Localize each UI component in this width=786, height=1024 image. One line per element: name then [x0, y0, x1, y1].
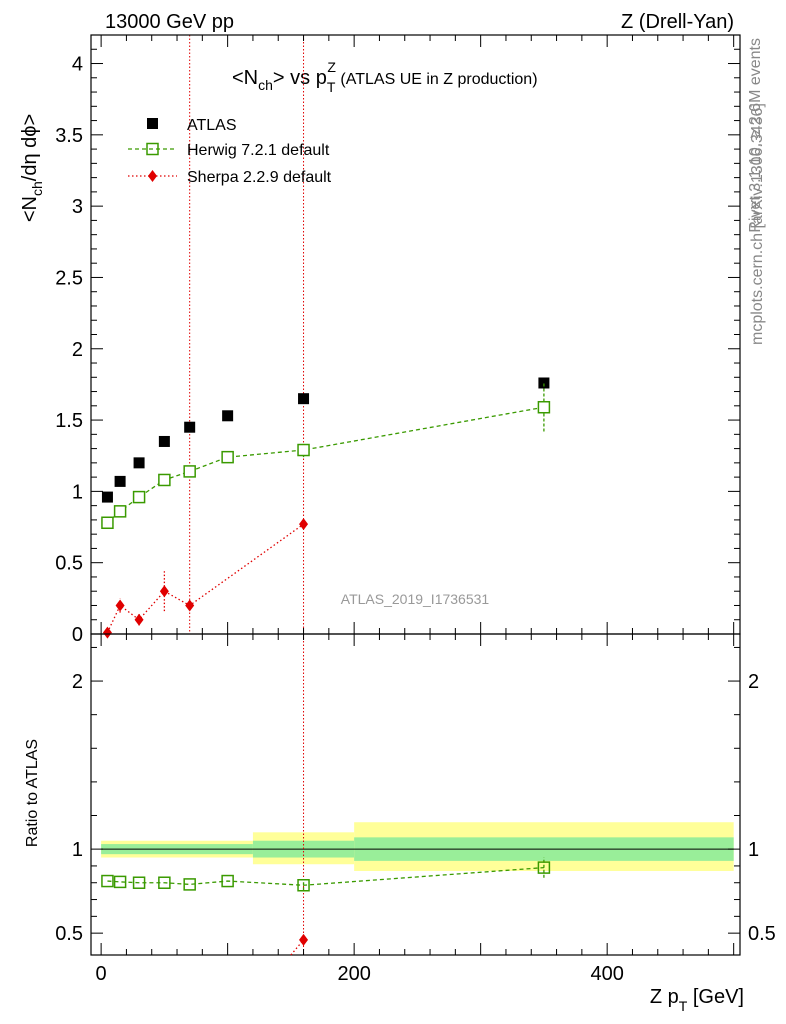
atlas-data-point — [133, 457, 145, 469]
herwig-point — [132, 490, 146, 504]
ratio-herwig-point — [537, 861, 551, 874]
legend: ATLAS Herwig 7.2.1 default Sherpa 2.2.9 … — [128, 117, 332, 186]
herwig-point — [183, 465, 196, 478]
ratio-ytick-label-left: 0.5 — [55, 923, 83, 945]
atlas-data-point — [114, 475, 126, 487]
main-ytick-label: 2.5 — [55, 267, 83, 289]
header-right: Z (Drell-Yan) — [621, 11, 734, 33]
ratio-herwig-point — [221, 874, 234, 888]
ratio-herwig-point — [183, 878, 196, 891]
chart-title: <Nch> vs pTZ (ATLAS UE in Z production) — [232, 59, 538, 95]
herwig-line — [107, 406, 545, 524]
sherpa-point — [185, 599, 195, 612]
legend-marker-sherpa — [148, 170, 157, 182]
legend-label-herwig: Herwig 7.2.1 default — [187, 142, 330, 159]
legend-label-sherpa: Sherpa 2.2.9 default — [187, 169, 332, 186]
bottom-y-axis-label: Ratio to ATLAS — [24, 739, 41, 847]
atlas-data-point — [538, 377, 550, 389]
ratio-xtick-label: 400 — [590, 963, 623, 985]
ratio-herwig-line — [107, 866, 544, 886]
legend-label-atlas: ATLAS — [187, 117, 237, 134]
main-ytick-label: 4 — [72, 54, 83, 76]
main-ytick-label: 0 — [72, 624, 83, 646]
ratio-panel: 0 200 400 0.5 0.5 1 1 2 2 — [55, 633, 776, 985]
sherpa-point — [102, 626, 112, 639]
herwig-point — [221, 450, 234, 464]
main-ytick-label: 1.5 — [55, 410, 83, 432]
atlas-data-point — [101, 491, 113, 503]
top-y-axis-label: <Nch/dη dϕ> — [19, 114, 45, 222]
atlas-data-point — [222, 410, 234, 422]
ratio-herwig-point — [113, 875, 127, 889]
ratio-frame — [90, 633, 741, 956]
atlas-data-point — [298, 393, 310, 405]
ratio-ytick-label-left: 2 — [72, 671, 83, 693]
ratio-herwig-point — [158, 876, 171, 889]
main-ytick-label: 3 — [72, 196, 83, 218]
mcplots-label: mcplots.cern.ch [arXiv:1306.3436] — [749, 103, 766, 345]
sherpa-point — [134, 613, 144, 626]
herwig-point — [113, 505, 127, 518]
ratio-sherpa-point — [299, 933, 309, 946]
herwig-point — [537, 400, 551, 414]
sherpa-line — [106, 523, 304, 633]
herwig-point — [101, 516, 114, 530]
ratio-ytick-label-right: 2 — [748, 671, 759, 693]
sherpa-point — [115, 599, 125, 612]
ratio-ytick-label-left: 1 — [72, 839, 83, 861]
main-ytick-label: 3.5 — [55, 125, 83, 147]
main-ytick-label: 1 — [72, 481, 83, 503]
ratio-xtick-label: 0 — [96, 963, 107, 985]
ratio-herwig-point — [132, 876, 146, 889]
header-left: 13000 GeV pp — [105, 11, 234, 33]
ratio-herwig-point — [101, 874, 114, 888]
atlas-data-point — [184, 421, 196, 433]
legend-marker-atlas — [147, 118, 158, 129]
ratio-ytick-label-right: 1 — [748, 839, 759, 861]
legend-marker-herwig — [146, 142, 159, 156]
ratio-ytick-label-right: 0.5 — [748, 923, 776, 945]
sherpa-point — [159, 585, 169, 598]
atlas-data-point — [158, 435, 170, 447]
main-panel: 0 0.5 1 1.5 2 2.5 3 3.5 4 — [55, 34, 741, 646]
sherpa-point — [299, 518, 309, 531]
rivet-label: Rivet 3.1.10, ≥ 2.6M events — [747, 38, 764, 233]
main-ytick-label: 0.5 — [55, 553, 83, 575]
herwig-point — [297, 443, 310, 457]
ratio-xtick-label: 200 — [337, 963, 370, 985]
x-axis-label: Z pT [GeV] — [650, 986, 744, 1014]
ratio-herwig-point — [297, 879, 310, 892]
analysis-watermark: ATLAS_2019_I1736531 — [341, 591, 490, 607]
main-ytick-label: 2 — [72, 339, 83, 361]
herwig-point — [158, 473, 171, 487]
